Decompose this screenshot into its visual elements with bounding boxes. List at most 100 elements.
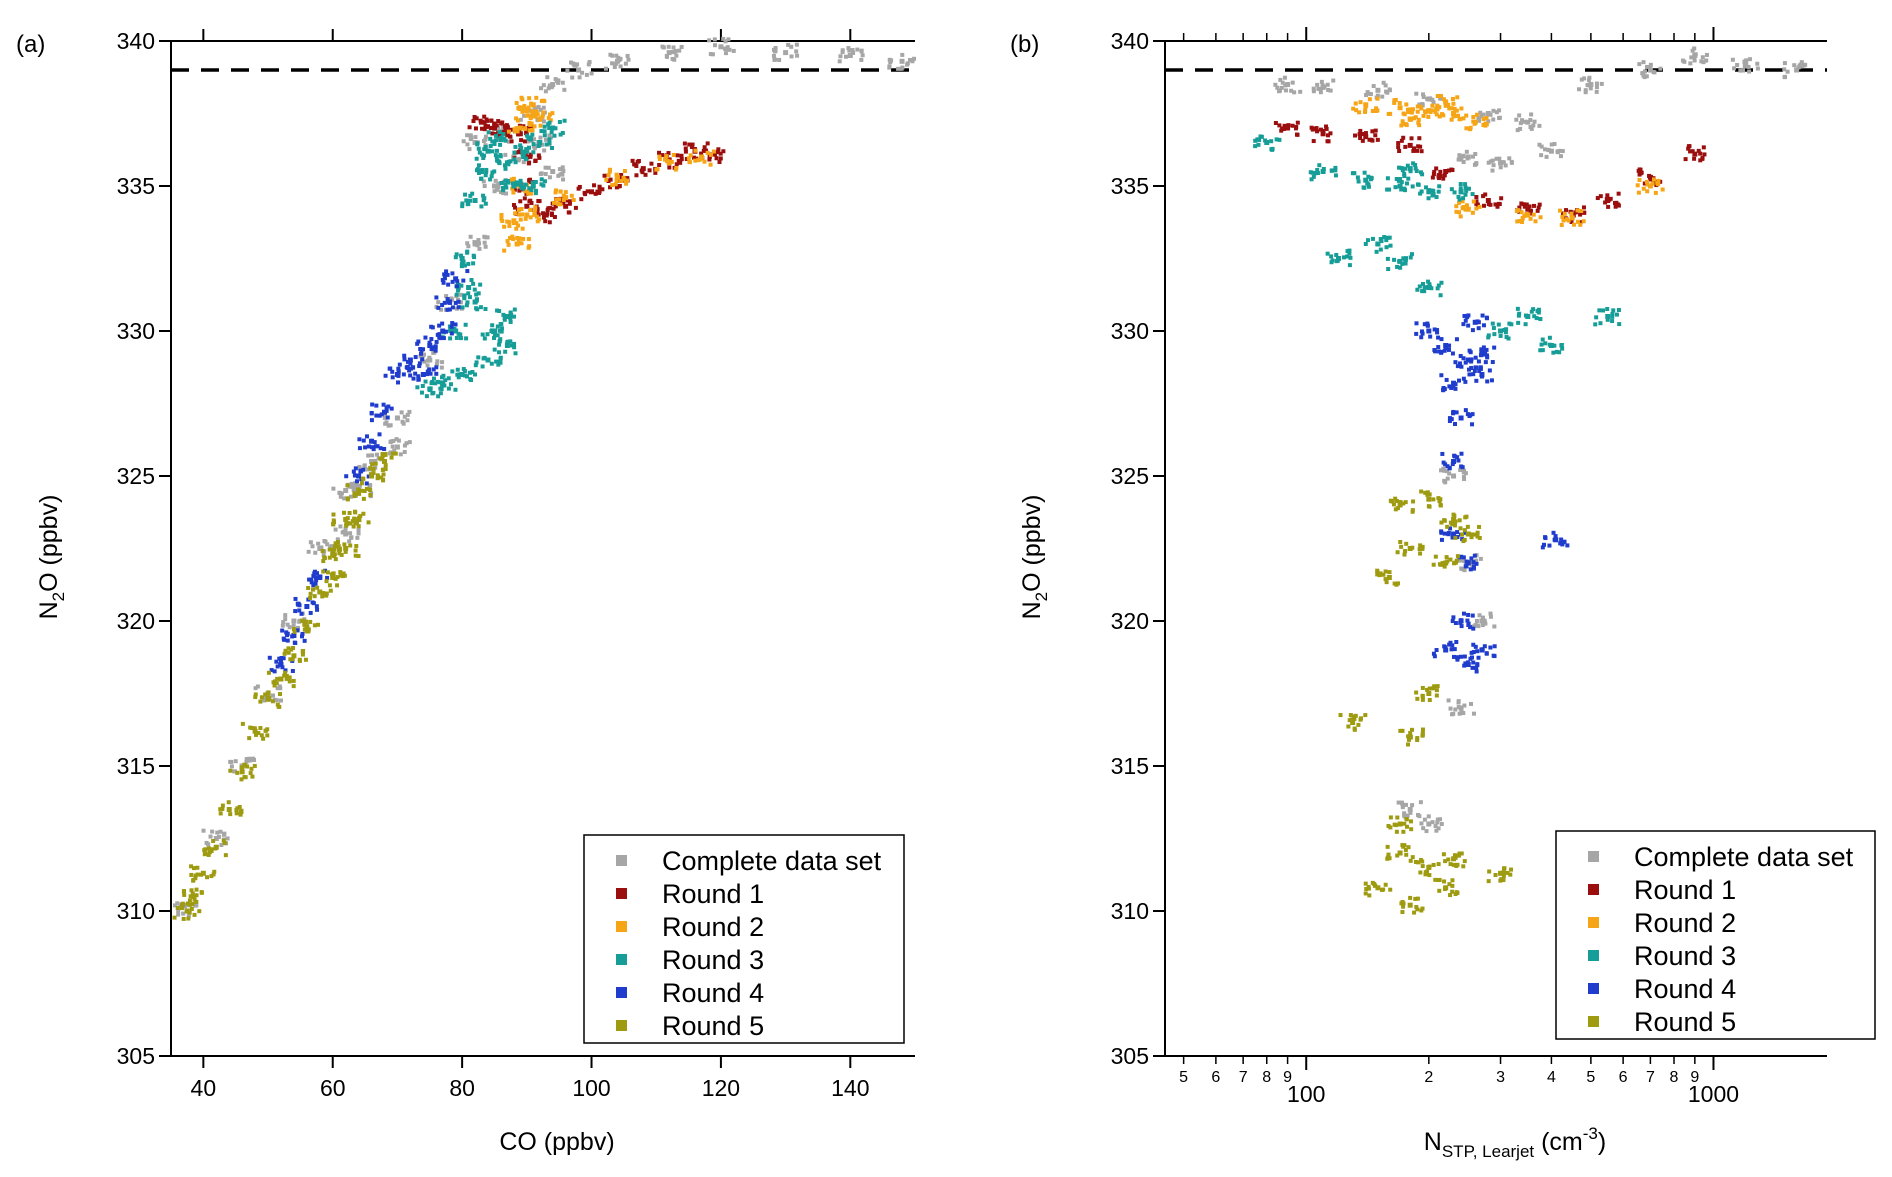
data-point-cloud bbox=[657, 154, 662, 159]
data-point-cloud bbox=[477, 150, 482, 155]
data-point-cloud bbox=[313, 550, 318, 555]
data-point-cloud bbox=[1408, 895, 1413, 900]
data-point bbox=[213, 836, 219, 841]
data-point-cloud bbox=[1488, 202, 1493, 207]
data-point-cloud bbox=[506, 139, 511, 144]
data-point-cloud bbox=[1497, 156, 1502, 161]
data-point-cloud bbox=[507, 220, 512, 225]
data-point-cloud bbox=[361, 438, 366, 443]
data-point-cloud bbox=[1456, 378, 1461, 383]
data-point-cloud bbox=[405, 359, 410, 364]
data-point-cloud bbox=[1554, 349, 1559, 354]
data-point-cloud bbox=[1469, 532, 1474, 537]
data-point-cloud bbox=[1564, 208, 1569, 213]
data-point-cloud bbox=[1435, 330, 1440, 335]
data-point bbox=[1407, 166, 1413, 172]
panel-b-label: (b) bbox=[1010, 31, 1039, 58]
data-point-cloud bbox=[1439, 822, 1444, 827]
data-point-cloud bbox=[666, 44, 671, 49]
data-point-cloud bbox=[538, 116, 543, 121]
data-point-cloud bbox=[370, 453, 375, 458]
data-point-cloud bbox=[1439, 468, 1444, 473]
data-point-cloud bbox=[283, 670, 288, 675]
data-point-cloud bbox=[1427, 873, 1432, 878]
data-point-cloud bbox=[259, 733, 264, 738]
data-point-cloud bbox=[239, 777, 244, 782]
data-point-cloud bbox=[1430, 175, 1435, 180]
data-point-cloud bbox=[1439, 373, 1444, 378]
data-point-cloud bbox=[402, 449, 407, 454]
data-point-cloud bbox=[1448, 640, 1453, 645]
data-point-cloud bbox=[498, 360, 503, 365]
data-point-cloud bbox=[1470, 154, 1475, 159]
data-point-cloud bbox=[1408, 107, 1413, 112]
data-point-cloud bbox=[1363, 104, 1368, 109]
data-point-cloud bbox=[1461, 711, 1466, 716]
data-point-cloud bbox=[912, 56, 917, 61]
data-point-cloud bbox=[1453, 386, 1458, 391]
data-point-cloud bbox=[286, 650, 291, 655]
data-point-cloud bbox=[560, 165, 565, 170]
data-point-cloud bbox=[1397, 259, 1402, 264]
data-point-cloud bbox=[1280, 80, 1285, 85]
data-point-cloud bbox=[1799, 60, 1804, 65]
data-point-cloud bbox=[1473, 151, 1478, 156]
data-point-cloud bbox=[794, 49, 799, 54]
data-point-cloud bbox=[1481, 117, 1486, 122]
data-point-cloud bbox=[215, 830, 220, 835]
data-point bbox=[1525, 119, 1531, 125]
data-point-cloud bbox=[314, 578, 319, 583]
data-point-cloud bbox=[1490, 158, 1495, 163]
data-point bbox=[200, 870, 206, 876]
data-point-cloud bbox=[1421, 92, 1426, 97]
data-point-cloud bbox=[482, 184, 487, 189]
data-point-cloud bbox=[211, 839, 216, 844]
data-point-cloud bbox=[1785, 69, 1790, 74]
data-point-cloud bbox=[1413, 166, 1418, 171]
data-point-cloud bbox=[486, 130, 491, 135]
data-point-cloud bbox=[1583, 90, 1588, 95]
data-point-cloud bbox=[1575, 208, 1580, 213]
legend-swatch bbox=[616, 921, 627, 932]
data-point-cloud bbox=[1367, 893, 1372, 898]
data-point-cloud bbox=[1471, 711, 1476, 716]
data-point-cloud bbox=[353, 548, 358, 553]
data-point-cloud bbox=[618, 64, 623, 69]
data-point-cloud bbox=[1399, 138, 1404, 143]
data-point bbox=[1335, 256, 1341, 261]
data-point-cloud bbox=[303, 620, 308, 625]
data-point-cloud bbox=[1698, 151, 1703, 156]
data-point-cloud bbox=[1375, 93, 1380, 98]
data-point-cloud bbox=[437, 323, 442, 328]
data-point-cloud bbox=[454, 252, 459, 257]
data-point-cloud bbox=[1461, 153, 1466, 158]
data-point-cloud bbox=[1478, 556, 1483, 561]
data-point-cloud bbox=[303, 657, 308, 662]
data-point bbox=[1285, 82, 1291, 87]
data-point-cloud bbox=[279, 656, 284, 661]
data-point bbox=[511, 218, 517, 224]
data-point-cloud bbox=[1463, 471, 1468, 476]
data-point-cloud bbox=[543, 137, 548, 142]
data-point-cloud bbox=[1412, 146, 1417, 151]
data-point-cloud bbox=[1521, 202, 1526, 207]
data-point-cloud bbox=[547, 141, 552, 146]
data-point-cloud bbox=[1658, 66, 1663, 71]
data-point-cloud bbox=[634, 173, 639, 178]
data-point-cloud bbox=[373, 458, 378, 463]
data-point-cloud bbox=[1461, 559, 1466, 564]
data-point-cloud bbox=[1277, 137, 1282, 142]
data-point-cloud bbox=[1384, 580, 1389, 585]
data-point-cloud bbox=[532, 105, 537, 110]
data-point-cloud bbox=[1442, 518, 1447, 523]
data-point-cloud bbox=[1385, 90, 1390, 95]
data-point-cloud bbox=[496, 119, 501, 124]
data-point-cloud bbox=[436, 300, 441, 305]
legend-label: Round 3 bbox=[1634, 941, 1736, 971]
data-point-cloud bbox=[557, 197, 562, 202]
data-point-cloud bbox=[416, 374, 421, 379]
data-point-cloud bbox=[533, 191, 538, 196]
data-point-cloud bbox=[1388, 887, 1393, 892]
data-point-cloud bbox=[325, 570, 330, 575]
data-point-cloud bbox=[1278, 77, 1283, 82]
